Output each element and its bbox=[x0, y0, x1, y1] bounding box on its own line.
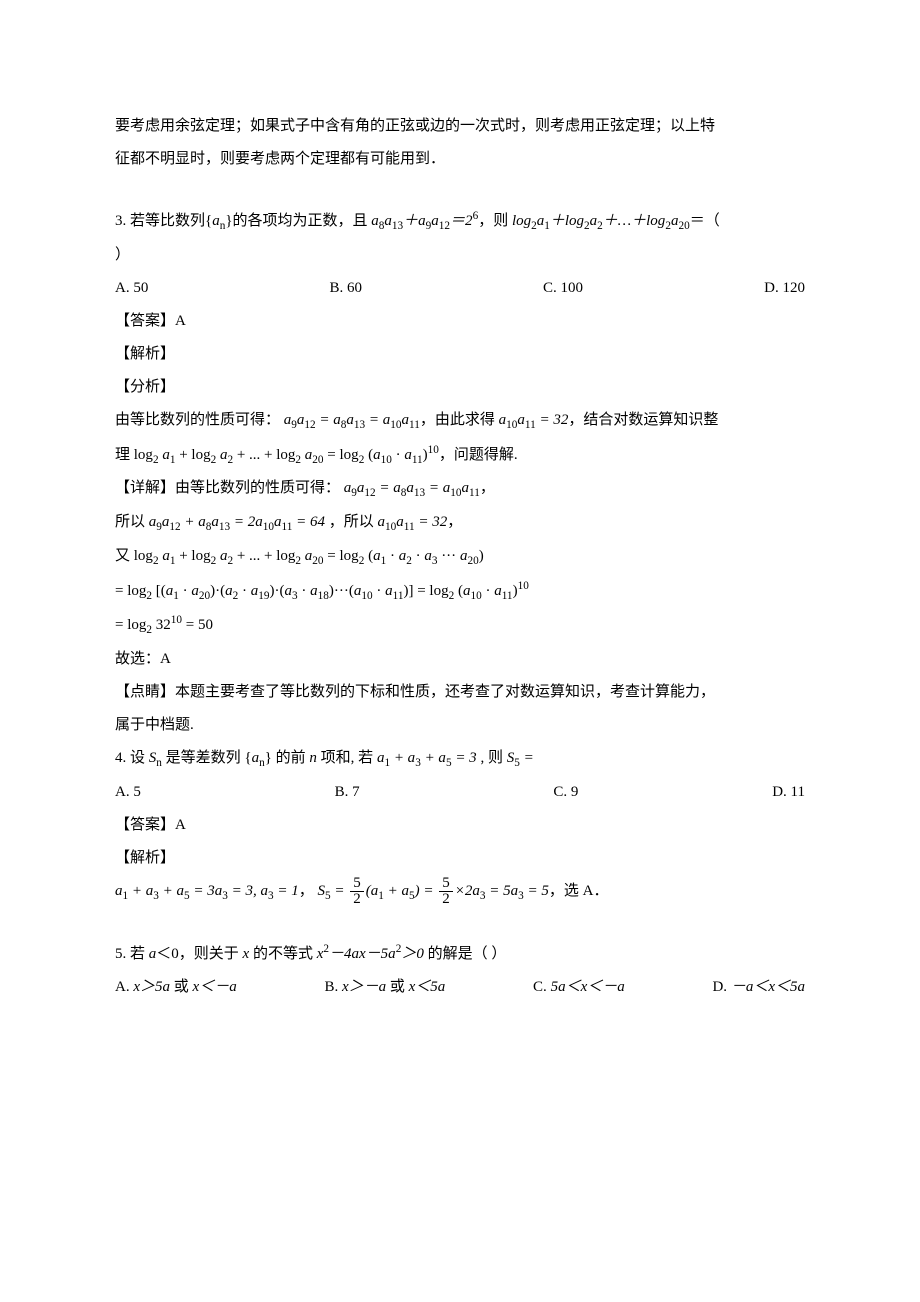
q4-sol-eq2: (a1 + a5) = bbox=[366, 883, 438, 899]
q4-sol-mid1: ， bbox=[299, 883, 314, 899]
q4-eq: a1 + a3 + a5 = 3 bbox=[373, 750, 480, 766]
q3-fenxi-eq2: a10a11 = 32 bbox=[499, 412, 569, 428]
q4-frac2-num: 5 bbox=[439, 876, 453, 891]
q3-so1-pre: 所以 bbox=[115, 514, 145, 530]
q5-opt-a: A. x＞5a 或 x＜－a bbox=[115, 971, 237, 1004]
q3-fenxi-eq1: a9a12 = a8a13 = a10a11 bbox=[284, 412, 420, 428]
q5-mid1: ＜0，则关于 bbox=[156, 946, 242, 962]
q4-frac2: 52 bbox=[439, 876, 453, 907]
q4-opt-d: D. 11 bbox=[772, 776, 805, 809]
q3-opt-b: B. 60 bbox=[329, 272, 362, 305]
q3-answer: 【答案】A bbox=[115, 305, 805, 338]
q3-dianjing2: 属于中档题. bbox=[115, 709, 805, 742]
q5-opt-c: C. 5a＜x＜－a bbox=[533, 971, 625, 1004]
q3-fenxi-mid: ，由此求得 bbox=[420, 412, 495, 428]
q5-opt-b-eq: x＞－a bbox=[342, 979, 386, 995]
q3-so1: 所以 a9a12 + a8a13 = 2a10a11 = 64 ，所以 a10a… bbox=[115, 506, 805, 540]
q4-n: n bbox=[306, 750, 321, 766]
q4-mid3: 项和, 若 bbox=[321, 750, 374, 766]
q3-eq1: a8a13＋a9a12＝26 bbox=[371, 213, 478, 229]
q5-options: A. x＞5a 或 x＜－a B. x＞－a 或 x＜5a C. 5a＜x＜－a… bbox=[115, 971, 805, 1004]
q4-jiexi: 【解析】 bbox=[115, 842, 805, 875]
q3-xiangjie-eq1: a9a12 = a8a13 = a10a11 bbox=[344, 480, 480, 496]
q3-xiangjie-post1: ， bbox=[480, 480, 495, 496]
q5-opt-b: B. x＞－a 或 x＜5a bbox=[324, 971, 445, 1004]
q5-pre: 5. 若 bbox=[115, 946, 149, 962]
q4-frac1-den: 2 bbox=[350, 891, 364, 907]
q3-dianjing1: 【点睛】本题主要考查了等比数列的下标和性质，还考查了对数运算知识，考查计算能力， bbox=[115, 676, 805, 709]
q3-fenxi-body: 由等比数列的性质可得： a9a12 = a8a13 = a10a11，由此求得 … bbox=[115, 404, 805, 438]
q4-stem: 4. 设 Sn 是等差数列 {an} 的前 n 项和, 若 a1 + a3 + … bbox=[115, 742, 805, 776]
page: 要考虑用余弦定理；如果式子中含有角的正弦或边的一次式时，则考虑用正弦定理；以上特… bbox=[0, 0, 920, 1302]
q3-xiangjie: 【详解】由等比数列的性质可得： a9a12 = a8a13 = a10a11， bbox=[115, 472, 805, 506]
q4-frac1: 52 bbox=[350, 876, 364, 907]
q3-eq-line3-eq: = log2 3210 = 50 bbox=[115, 617, 213, 633]
intro-line2: 征都不明显时，则要考虑两个定理都有可能用到． bbox=[115, 143, 805, 176]
q5-opt-a-pre: A. bbox=[115, 979, 133, 995]
q5-opt-d: D. －a＜x＜5a bbox=[712, 971, 805, 1004]
q3-fenxi-l2-post: ，问题得解. bbox=[439, 447, 518, 463]
q4-sol: a1 + a3 + a5 = 3a3 = 3, a3 = 1， S5 = 52(… bbox=[115, 875, 805, 909]
q4-an: an bbox=[252, 750, 265, 766]
q3-stem-post2: ，则 bbox=[478, 213, 512, 229]
q4-frac2-den: 2 bbox=[439, 891, 453, 907]
q4-answer: 【答案】A bbox=[115, 809, 805, 842]
q3-so1-mid: ，所以 bbox=[329, 514, 374, 530]
q3-you-pre: 又 bbox=[115, 548, 130, 564]
q5-opt-c-eq: 5a＜x＜－a bbox=[551, 979, 625, 995]
q4-sol-post: ，选 A． bbox=[549, 883, 609, 899]
q5-opt-a-eq: x＞5a bbox=[133, 979, 170, 995]
q3-opt-c: C. 100 bbox=[543, 272, 583, 305]
q5-stem: 5. 若 a＜0，则关于 x 的不等式 x2－4ax－5a2＞0 的解是（ ） bbox=[115, 937, 805, 971]
q5-post: 的解是（ ） bbox=[424, 946, 507, 962]
q5-opt-b-pre: B. bbox=[324, 979, 342, 995]
q3-xiangjie-pre: 【详解】由等比数列的性质可得： bbox=[115, 480, 340, 496]
q3-log: log2a1＋log2a2＋…＋log2a20 bbox=[512, 213, 690, 229]
q3-stem-pre: 3. 若等比数列{ bbox=[115, 213, 212, 229]
q4-opt-c: C. 9 bbox=[553, 776, 578, 809]
q4-sn: Sn bbox=[149, 750, 162, 766]
q3-fenxi: 【分析】 bbox=[115, 371, 805, 404]
q4-options: A. 5 B. 7 C. 9 D. 11 bbox=[115, 776, 805, 809]
q4-opt-a: A. 5 bbox=[115, 776, 141, 809]
q3-you: 又 log2 a1 + log2 a2 + ... + log2 a20 = l… bbox=[115, 540, 805, 574]
q3-fenxi-l2-eq: log2 a1 + log2 a2 + ... + log2 a20 = log… bbox=[134, 447, 439, 463]
q4-sol-eq1: a1 + a3 + a5 = 3a3 = 3, a3 = 1 bbox=[115, 883, 299, 899]
q3-eq-line3: = log2 3210 = 50 bbox=[115, 608, 805, 643]
q3-stem-close: ） bbox=[115, 239, 805, 272]
q3-fenxi-l2-pre: 理 bbox=[115, 447, 130, 463]
q4-sol-eq3: ×2a3 = 5a3 = 5 bbox=[455, 883, 549, 899]
q4-post: , 则 bbox=[480, 750, 503, 766]
q3-stem: 3. 若等比数列{an}的各项均为正数，且 a8a13＋a9a12＝26，则 l… bbox=[115, 204, 805, 239]
q3-guxuan: 故选：A bbox=[115, 643, 805, 676]
q4-opt-b: B. 7 bbox=[335, 776, 360, 809]
q4-s5: S5 = bbox=[503, 750, 534, 766]
q5-mid2: 的不等式 bbox=[249, 946, 317, 962]
q5-opt-c-pre: C. bbox=[533, 979, 551, 995]
q4-sol-s5: S5 = bbox=[318, 883, 349, 899]
q3-you-eq: log2 a1 + log2 a2 + ... + log2 a20 = log… bbox=[134, 548, 484, 564]
q3-fenxi-post: ，结合对数运算知识整 bbox=[568, 412, 718, 428]
q3-eq-line2-eq: = log2 [(a1 · a20)·(a2 · a19)·(a3 · a18)… bbox=[115, 583, 529, 599]
q3-opt-d: D. 120 bbox=[764, 272, 805, 305]
q4-stem-pre: 4. 设 bbox=[115, 750, 145, 766]
q3-options: A. 50 B. 60 C. 100 D. 120 bbox=[115, 272, 805, 305]
q5-eq: x2－4ax－5a2＞0 bbox=[317, 946, 424, 962]
q3-fenxi-line2: 理 log2 a1 + log2 a2 + ... + log2 a20 = l… bbox=[115, 438, 805, 473]
q4-mid2: } 的前 bbox=[265, 750, 306, 766]
q3-so1-post: ， bbox=[447, 514, 462, 530]
q3-an: an bbox=[212, 213, 225, 229]
q3-opt-a: A. 50 bbox=[115, 272, 148, 305]
q3-eq-line2: = log2 [(a1 · a20)·(a2 · a19)·(a3 · a18)… bbox=[115, 574, 805, 609]
q5-opt-d-pre: D. bbox=[712, 979, 730, 995]
q3-jiexi: 【解析】 bbox=[115, 338, 805, 371]
q3-so1-eq2: a10a11 = 32 bbox=[378, 514, 448, 530]
q3-stem-post1: }的各项均为正数，且 bbox=[225, 213, 371, 229]
q5-opt-d-eq: －a＜x＜5a bbox=[731, 979, 805, 995]
q3-so1-eq1: a9a12 + a8a13 = 2a10a11 = 64 bbox=[149, 514, 325, 530]
q3-fenxi-pre: 由等比数列的性质可得： bbox=[115, 412, 280, 428]
intro-line1: 要考虑用余弦定理；如果式子中含有角的正弦或边的一次式时，则考虑用正弦定理；以上特 bbox=[115, 110, 805, 143]
q4-frac1-num: 5 bbox=[350, 876, 364, 891]
q4-mid1: 是等差数列 { bbox=[166, 750, 252, 766]
